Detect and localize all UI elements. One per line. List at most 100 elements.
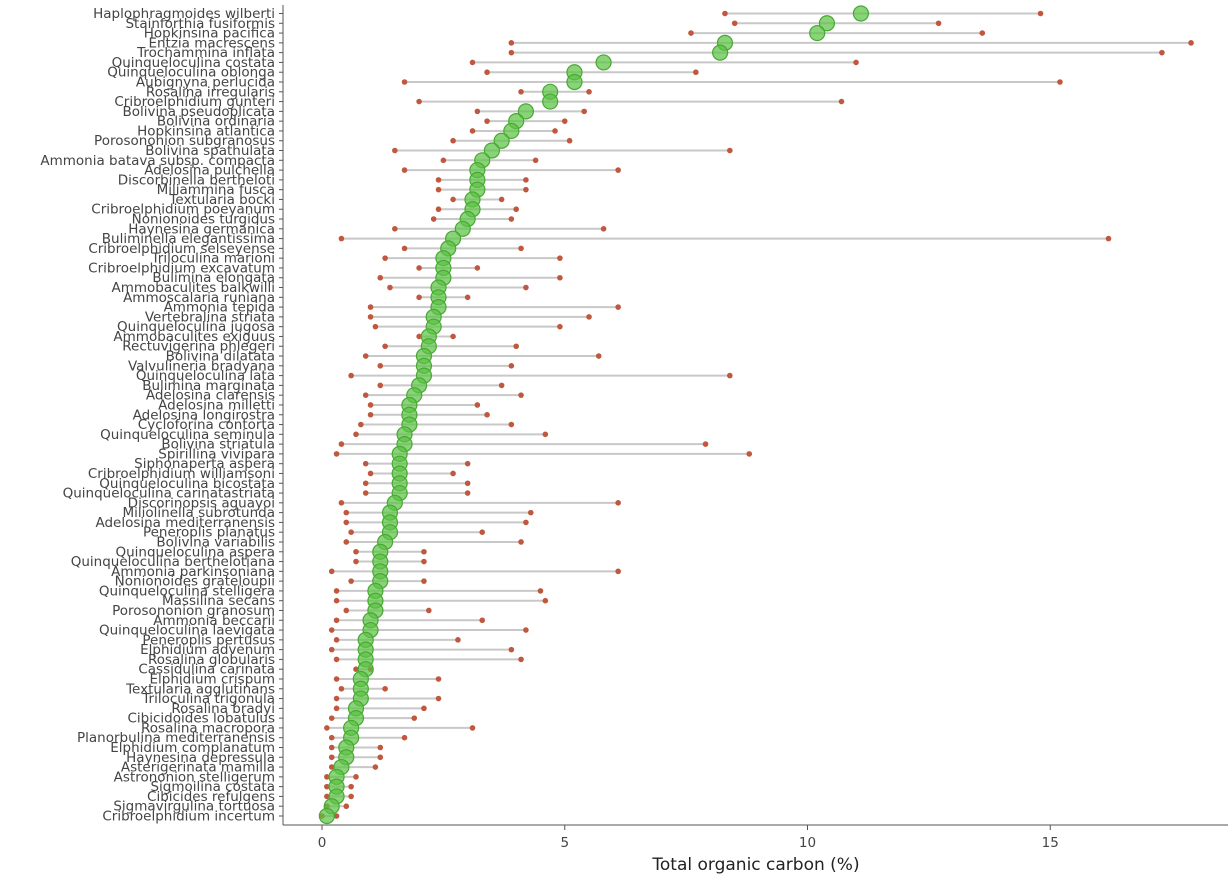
range-min-dot [518, 88, 524, 95]
range-min-dot [348, 578, 354, 584]
y-tick-label: Quinqueloculina stelligera [99, 583, 275, 599]
range-min-dot [430, 216, 437, 222]
range-min-dot [328, 568, 335, 575]
range-max-dot [615, 568, 621, 575]
y-tick-label: Bolivina variabilis [156, 534, 275, 550]
y-tick-label: Miliammina fusca [157, 182, 275, 198]
value-point [712, 44, 729, 61]
range-min-dot [372, 323, 379, 330]
x-tick-label: 10 [799, 835, 816, 851]
range-min-dot [367, 402, 374, 408]
range-min-dot [392, 147, 398, 154]
range-min-dot [324, 783, 330, 790]
y-tick-label: Adelosina pulchella [144, 163, 275, 179]
y-tick-label: Spirillina vivipara [158, 446, 275, 462]
range-max-dot [348, 793, 354, 800]
range-min-dot [362, 490, 369, 496]
y-tick-label: Siphonaperta aspera [134, 456, 275, 472]
range-min-dot [392, 226, 398, 232]
y-tick-label: Adelosina mediterranensis [95, 515, 275, 531]
range-min-dot [328, 734, 335, 741]
range-max-dot [1188, 40, 1194, 46]
range-min-dot [353, 431, 359, 438]
value-point [483, 142, 501, 159]
range-max-dot [523, 519, 529, 526]
range-max-dot [1105, 235, 1112, 242]
range-min-dot [343, 607, 350, 614]
range-min-dot [353, 548, 359, 555]
range-max-dot [586, 314, 592, 320]
range-min-dot [435, 177, 442, 183]
range-max-dot [382, 685, 388, 692]
y-tick-label: Adelosina milletti [158, 397, 275, 413]
y-tick-label: Bolivina ordinaria [157, 114, 275, 130]
y-tick-label: Miliolinella subrotunda [122, 505, 275, 521]
y-tick-label: Asterigerinata mamilla [121, 760, 275, 776]
y-tick-label: Ammobaculites exiguus [113, 329, 275, 345]
range-max-dot [421, 558, 427, 565]
y-tick-label: Ammonia beccarii [153, 613, 275, 629]
range-max-dot [557, 274, 563, 281]
y-tick-label: Rosalina bradyi [171, 701, 275, 717]
range-min-dot [731, 20, 738, 27]
range-min-dot [333, 656, 340, 663]
y-tick-label: Discorbinella bertheloti [118, 172, 275, 188]
range-min-dot [338, 235, 345, 242]
y-tick-label: Bolivina pseudoplicata [122, 104, 275, 120]
range-max-dot [426, 607, 432, 614]
range-min-dot [440, 157, 447, 164]
x-ticks: 0 5 10 15 [318, 825, 1059, 851]
y-tick-label: Bolivina striatula [161, 437, 275, 453]
y-tick-label: Cibicides refulgens [147, 789, 275, 805]
range-min-dot [343, 509, 350, 516]
x-tick-label: 15 [1042, 835, 1059, 851]
y-tick-label: Cassidulina carinata [138, 662, 275, 678]
range-min-dot [362, 460, 369, 467]
range-min-dot [469, 59, 476, 66]
range-max-dot [523, 284, 529, 291]
x-axis-title: Total organic carbon (%) [651, 855, 859, 875]
y-tick-label: Quinqueloculina oblonga [107, 65, 275, 81]
y-tick-label: Porosononion granosum [112, 603, 275, 619]
range-min-dot [328, 744, 335, 751]
range-max-dot [615, 304, 621, 310]
range-min-dot [362, 392, 369, 398]
range-max-dot [615, 167, 621, 173]
y-tick-label: Haplophragmoides wilberti [93, 6, 275, 22]
y-tick-label: Elphidium complanatum [110, 740, 275, 756]
range-min-dot [328, 715, 335, 721]
range-min-dot [333, 597, 340, 604]
range-min-dot [338, 441, 345, 447]
range-max-dot [508, 646, 515, 653]
y-tick-label: Rosalina globularis [148, 652, 275, 668]
range-min-dot [416, 98, 422, 105]
range-min-dot [333, 695, 340, 702]
y-tick-label: Cribroelphidium incertum [102, 809, 275, 825]
range-min-dot [469, 128, 476, 134]
range-min-dot [387, 284, 393, 291]
range-min-dot [435, 206, 442, 213]
range-min-dot [416, 333, 422, 340]
range-min-dot [333, 588, 340, 594]
range-max-dot [566, 137, 573, 144]
range-min-dot [401, 79, 408, 85]
y-tick-label: Rectuvigerina phlegeri [122, 339, 275, 355]
range-max-dot [702, 441, 709, 447]
range-max-dot [498, 382, 505, 389]
range-max-dot [513, 206, 519, 213]
y-tick-label: Cribroelphidium williamsoni [88, 466, 275, 482]
y-tick-label: Cribroelphidium excavatum [88, 260, 275, 276]
range-max-dot [435, 676, 442, 682]
range-min-dot [416, 294, 422, 301]
range-max-dot [435, 695, 442, 702]
range-max-dot [523, 177, 529, 183]
range-max-dot [469, 725, 476, 731]
y-tick-label: Ammobaculites balkwilli [112, 280, 276, 296]
range-max-dot [979, 30, 986, 36]
y-tick-label: Planorbulina mediterranensis [77, 730, 275, 746]
range-max-dot [853, 59, 859, 66]
range-max-dot [508, 363, 515, 369]
y-tick-label: Quinqueloculina bicostata [99, 476, 275, 492]
